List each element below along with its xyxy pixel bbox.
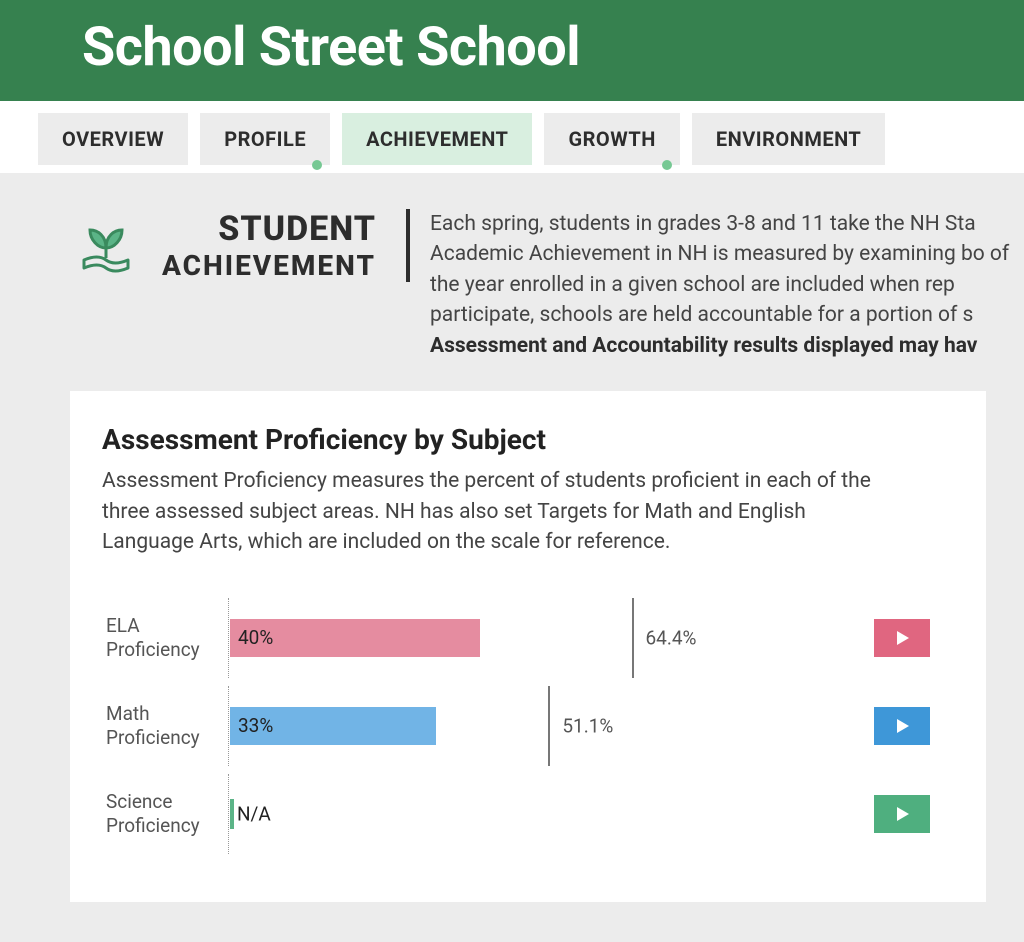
play-icon [893, 629, 911, 647]
chart-row-label: ELA Proficiency [106, 614, 228, 662]
expand-play-button[interactable] [874, 795, 930, 833]
chart-row-label: Science Proficiency [106, 790, 228, 838]
section-title-block: STUDENT ACHIEVEMENT [70, 209, 410, 282]
card-description: Assessment Proficiency measures the perc… [102, 466, 892, 557]
section-title-line2: ACHIEVEMENT [162, 249, 376, 282]
tab-achievement[interactable]: ACHIEVEMENT [342, 113, 532, 165]
tab-profile[interactable]: PROFILE [200, 113, 330, 165]
chart-bar-value: 40% [238, 626, 273, 649]
page-header: School Street School [0, 0, 1024, 101]
play-icon [893, 805, 911, 823]
play-icon [893, 717, 911, 735]
section-title-line1: STUDENT [162, 209, 376, 249]
proficiency-chart: ELA Proficiency40%64.4%Math Proficiency3… [102, 598, 954, 854]
expand-play-button[interactable] [874, 707, 930, 745]
section-header: STUDENT ACHIEVEMENT Each spring, student… [0, 209, 1024, 391]
chart-target-label: 51.1% [562, 714, 613, 737]
main-content: STUDENT ACHIEVEMENT Each spring, student… [0, 173, 1024, 942]
tab-overview[interactable]: OVERVIEW [38, 113, 188, 165]
school-title: School Street School [82, 16, 1024, 79]
tab-growth[interactable]: GROWTH [544, 113, 679, 165]
chart-bar: 40% [230, 619, 480, 657]
section-desc-bold: Assessment and Accountability results di… [430, 334, 977, 358]
tab-bar: OVERVIEWPROFILEACHIEVEMENTGROWTHENVIRONM… [0, 101, 1024, 165]
proficiency-card: Assessment Proficiency by Subject Assess… [70, 391, 986, 901]
chart-row: ELA Proficiency 40% 64.4% [106, 598, 954, 678]
section-description: Each spring, students in grades 3-8 and … [430, 209, 1024, 361]
section-title-text: STUDENT ACHIEVEMENT [162, 209, 376, 282]
chart-track: N/A [228, 774, 854, 854]
growth-plant-icon [70, 210, 142, 282]
chart-row-label: Math Proficiency [106, 702, 228, 750]
chart-bar: 33% [230, 707, 436, 745]
tab-environment[interactable]: ENVIRONMENT [692, 113, 885, 165]
section-desc-text: Each spring, students in grades 3-8 and … [430, 212, 1009, 327]
chart-row: Science Proficiency N/A [106, 774, 954, 854]
chart-row: Math Proficiency 33% 51.1% [106, 686, 954, 766]
chart-target-label: 64.4% [646, 626, 697, 649]
chart-track: 40% 64.4% [228, 598, 854, 678]
chart-na-tick [230, 799, 234, 829]
chart-target-mark [548, 686, 550, 766]
expand-play-button[interactable] [874, 619, 930, 657]
chart-track: 33% 51.1% [228, 686, 854, 766]
tab-dot-icon [662, 160, 672, 170]
chart-na-label: N/A [237, 802, 271, 825]
tab-dot-icon [312, 160, 322, 170]
chart-target-mark [632, 598, 634, 678]
card-title: Assessment Proficiency by Subject [102, 423, 954, 456]
chart-bar-value: 33% [238, 714, 273, 737]
